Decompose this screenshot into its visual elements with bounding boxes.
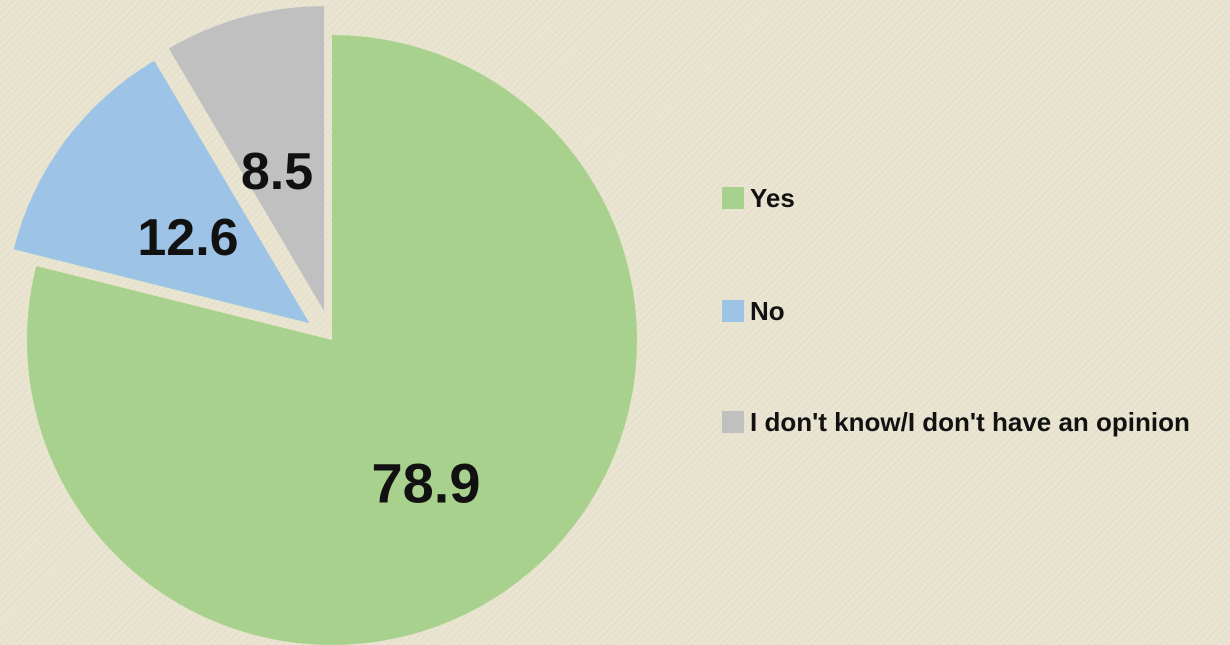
pie-data-label: 12.6 — [137, 209, 238, 267]
pie-data-labels: 78.9 12.68.5 — [137, 143, 480, 515]
legend-item-dont-know: I don't know/I don't have an opinion — [722, 405, 1230, 439]
legend-item-yes: Yes — [722, 181, 1230, 215]
legend-label-dont-know: I don't know/I don't have an opinion — [750, 407, 1190, 437]
legend-swatch-dont-know — [722, 411, 744, 433]
pie-slice-yes — [27, 35, 638, 645]
pie-slice-no — [13, 60, 310, 324]
pie-data-label: 78.9 — [372, 452, 481, 515]
legend-label-yes: Yes — [750, 183, 795, 213]
legend-label-no: No — [750, 296, 785, 326]
legend-swatch-yes — [722, 187, 744, 209]
legend-item-no: No — [722, 294, 1230, 328]
pie-slice-i-don-t-know-i-don-t-have-an-opinion — [168, 6, 325, 312]
pie-slices — [13, 6, 638, 645]
legend-swatch-no — [722, 300, 744, 322]
pie-data-label: 8.5 — [241, 143, 313, 201]
